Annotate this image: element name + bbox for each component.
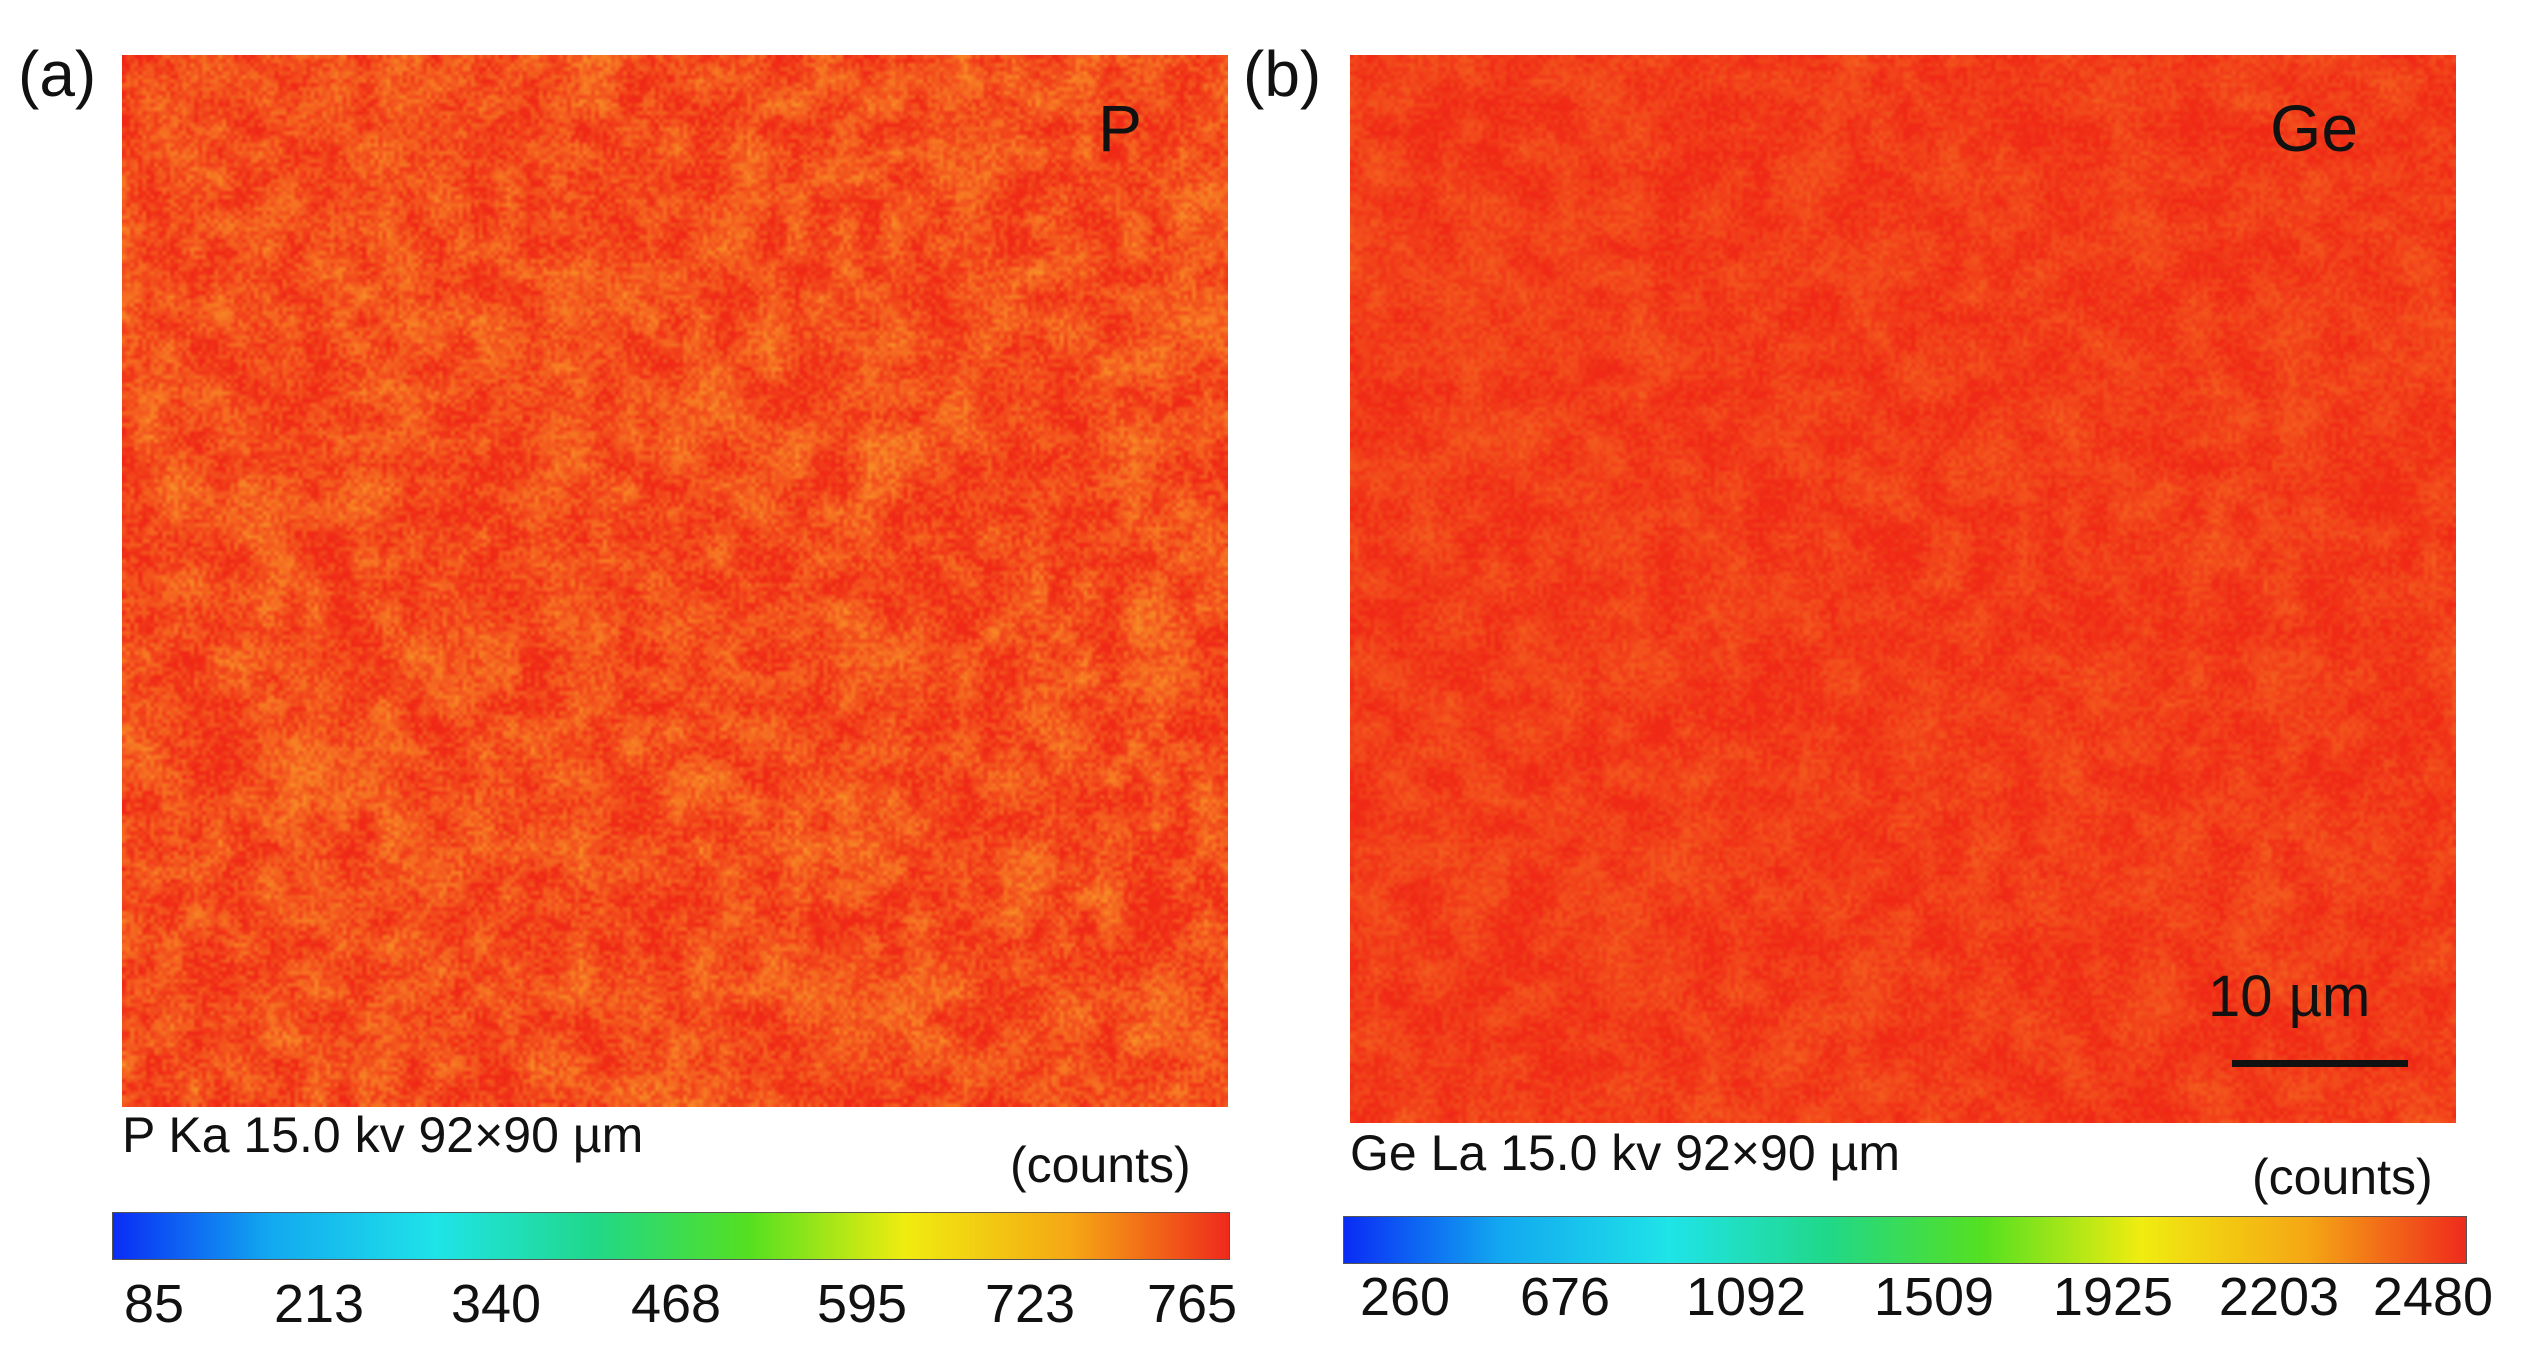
colorbar-b-tick: 2203 <box>2218 1267 2340 1327</box>
p-element-map <box>122 55 1228 1107</box>
scale-bar-label: 10 µm <box>2208 964 2371 1029</box>
map-b-element-label: Ge <box>2270 91 2359 165</box>
map-a-caption: P Ka 15.0 kv 92×90 µm <box>122 1107 644 1163</box>
map-b-caption: Ge La 15.0 kv 92×90 µm <box>1350 1125 1900 1181</box>
scale-bar <box>2232 1060 2408 1067</box>
colorbar-b-ticks: 260 676 1092 1509 1925 2203 2480 <box>1343 1270 2503 1330</box>
colorbar-b <box>1343 1216 2467 1264</box>
colorbar-a-tick: 765 <box>1146 1274 1238 1334</box>
panel-a-letter: (a) <box>18 38 97 110</box>
colorbar-a-ticks: 85 213 340 468 595 723 765 <box>112 1277 1242 1337</box>
colorbar-a-tick: 468 <box>630 1274 722 1334</box>
colorbar-a-tick: 723 <box>984 1274 1076 1334</box>
panel-b-letter: (b) <box>1243 38 1322 110</box>
ge-element-map <box>1350 55 2456 1123</box>
map-a-element-label: P <box>1098 91 1143 165</box>
colorbar-a-tick: 85 <box>123 1274 185 1334</box>
colorbar-b-tick: 1092 <box>1685 1267 1807 1327</box>
colorbar-b-units: (counts) <box>2252 1149 2433 1205</box>
colorbar-a-tick: 213 <box>273 1274 365 1334</box>
colorbar-a-units: (counts) <box>1010 1137 1191 1193</box>
colorbar-a-tick: 595 <box>816 1274 908 1334</box>
colorbar-b-tick: 676 <box>1519 1267 1611 1327</box>
colorbar-a-tick: 340 <box>450 1274 542 1334</box>
colorbar-b-tick: 260 <box>1359 1267 1451 1327</box>
colorbar-b-tick: 1925 <box>2052 1267 2174 1327</box>
colorbar-b-tick: 1509 <box>1873 1267 1995 1327</box>
colorbar-a <box>112 1212 1230 1260</box>
colorbar-b-tick: 2480 <box>2372 1267 2494 1327</box>
